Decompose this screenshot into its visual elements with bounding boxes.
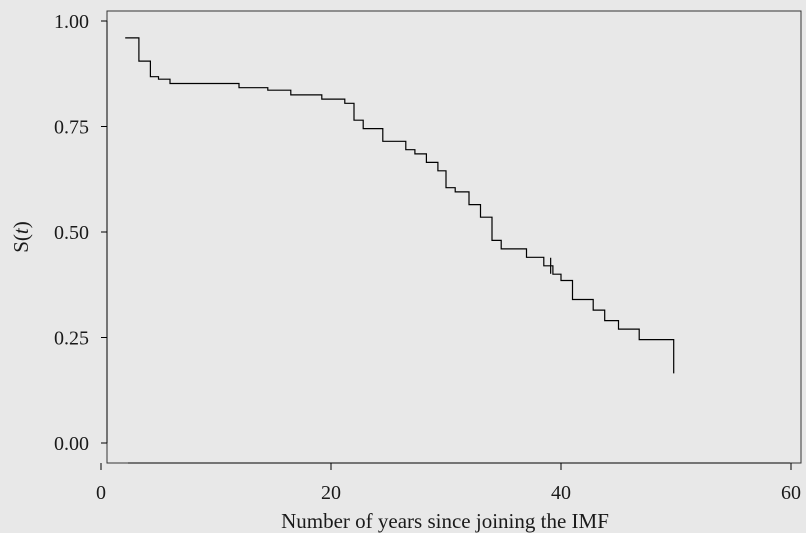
survival-step-line: [125, 37, 675, 374]
y-axis-ticks: 0.00 0.25 0.50 0.75 1.00: [54, 11, 107, 455]
y-tick-label: 0.50: [54, 222, 89, 244]
y-tick-label: 0.25: [54, 328, 89, 350]
y-tick-label: 0.00: [54, 433, 89, 455]
y-axis-title-variable: t: [9, 227, 33, 234]
y-axis-title-close: ): [9, 221, 33, 228]
x-tick-label: 60: [781, 482, 801, 504]
y-axis-title: S(t): [9, 221, 33, 253]
x-tick-label: 40: [551, 482, 571, 504]
x-axis-ticks: 0 20 40 60: [96, 463, 801, 504]
series-group: [125, 37, 675, 374]
y-tick-label: 0.75: [54, 117, 89, 139]
x-axis-title: Number of years since joining the IMF: [281, 509, 609, 533]
x-tick-label: 20: [321, 482, 341, 504]
y-axis-title-open: S(: [9, 234, 33, 253]
y-tick-label: 1.00: [54, 11, 89, 33]
x-tick-label: 0: [96, 482, 106, 504]
